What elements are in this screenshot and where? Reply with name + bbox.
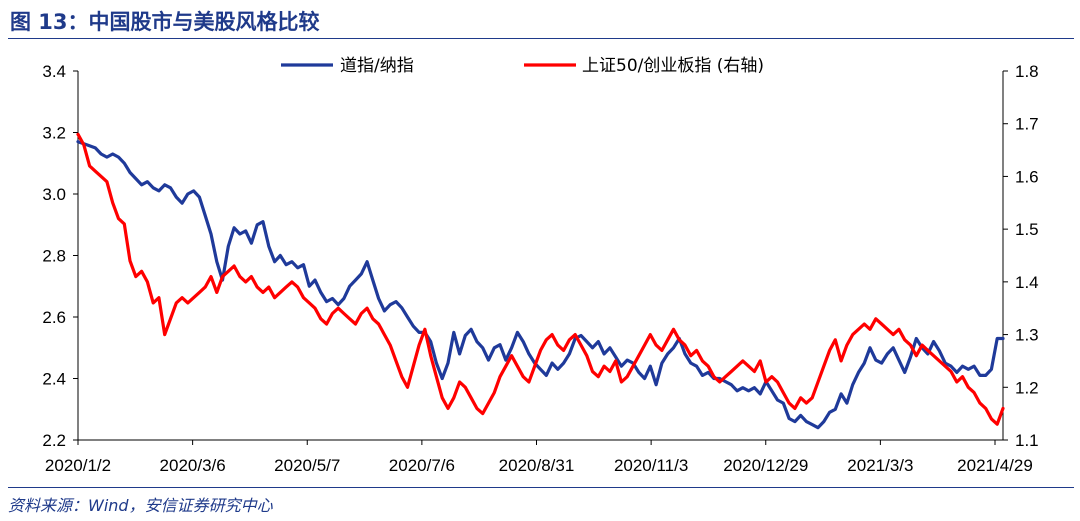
legend-label: 道指/纳指 <box>340 56 414 76</box>
y-left-tick-label: 3.2 <box>42 124 66 143</box>
series-lines <box>76 132 1005 430</box>
series-line-right-axis <box>76 132 1005 426</box>
y-left-tick-label: 2.4 <box>42 370 66 389</box>
x-tick-label: 2020/8/31 <box>499 456 575 475</box>
series-line-left-axis <box>76 140 1005 430</box>
x-tick-label: 2020/3/6 <box>160 456 226 475</box>
y-right-tick-label: 1.2 <box>1015 378 1039 397</box>
tick-labels: 2.2 2.4 2.6 2.8 3.0 3.2 3.4 1.1 1.2 1.3 1.4 1.5 1.6 1… <box>42 62 1038 475</box>
y-right-tick-label: 1.5 <box>1015 220 1039 239</box>
x-tick-label: 2020/7/6 <box>389 456 455 475</box>
source-note: 资料来源：Wind，安信证券研究中心 <box>8 496 273 515</box>
y-right-tick-label: 1.7 <box>1015 115 1039 134</box>
title-divider <box>8 38 1074 39</box>
source-divider <box>8 487 1074 488</box>
chart-canvas: 2.2 2.4 2.6 2.8 3.0 3.2 3.4 1.1 1.2 1.3 1.4 1.5 1.6 1… <box>42 56 1038 475</box>
y-right-tick-label: 1.3 <box>1015 326 1039 345</box>
y-left-tick-label: 2.8 <box>42 247 66 266</box>
chart-title: 图 13：中国股市与美股风格比较 <box>10 10 320 34</box>
y-right-tick-label: 1.1 <box>1015 431 1039 450</box>
y-left-tick-label: 3.0 <box>42 185 66 204</box>
x-tick-label: 2021/3/3 <box>847 456 913 475</box>
legend-label: 上证50/创业板指 (右轴) <box>582 56 764 76</box>
y-right-tick-label: 1.8 <box>1015 62 1039 81</box>
x-tick-label: 2020/1/2 <box>45 456 111 475</box>
legend: 道指/纳指 上证50/创业板指 (右轴) <box>281 56 764 76</box>
x-tick-label: 2021/4/29 <box>957 456 1033 475</box>
axes <box>73 70 1008 445</box>
y-right-tick-label: 1.6 <box>1015 167 1039 186</box>
y-right-tick-label: 1.4 <box>1015 273 1039 292</box>
x-tick-label: 2020/5/7 <box>274 456 340 475</box>
y-left-tick-label: 3.4 <box>42 62 66 81</box>
x-tick-label: 2020/12/29 <box>723 456 808 475</box>
y-left-tick-label: 2.2 <box>42 431 66 450</box>
y-left-tick-label: 2.6 <box>42 308 66 327</box>
x-tick-label: 2020/11/3 <box>614 456 688 475</box>
